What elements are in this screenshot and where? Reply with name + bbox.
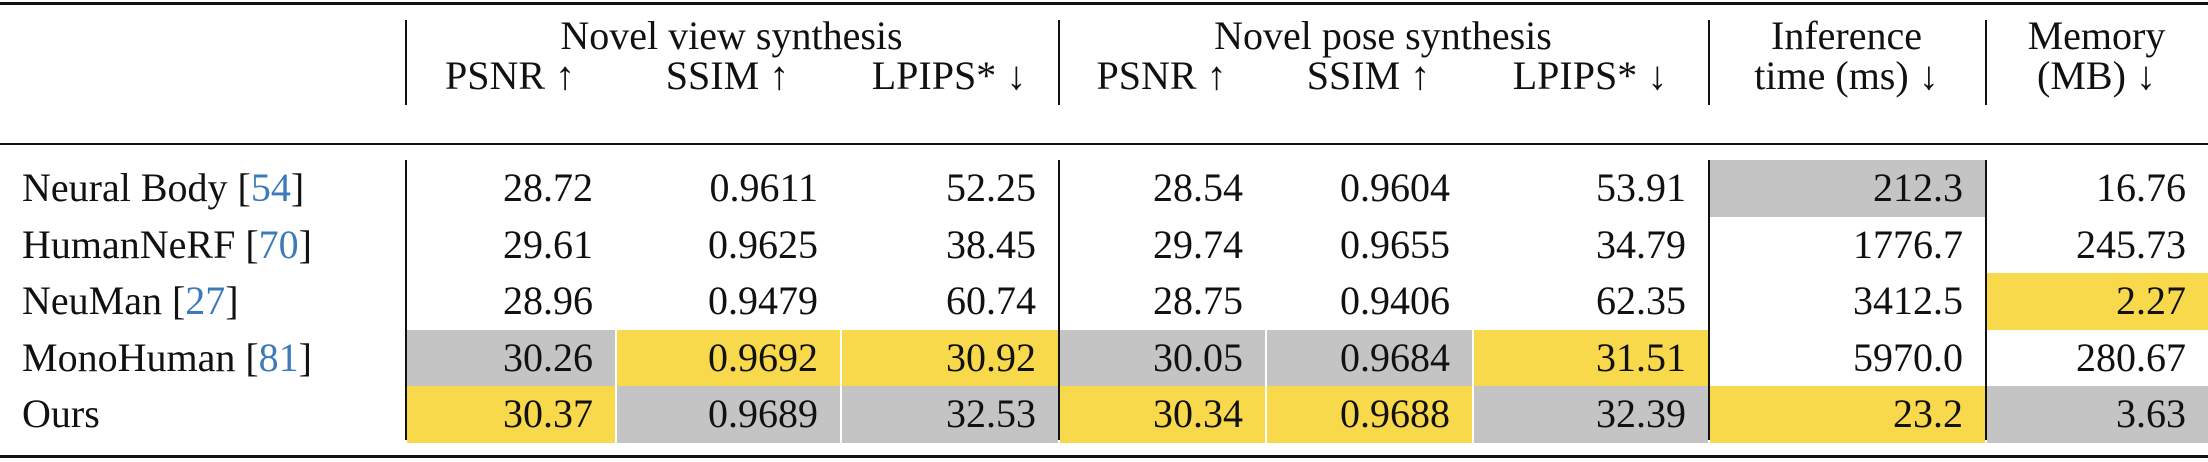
cell-value: 16.76	[2096, 165, 2186, 210]
cell-value: 212.3	[1873, 165, 1963, 210]
cell-value: 0.9479	[708, 278, 818, 323]
cell-value: 31.51	[1596, 334, 1686, 380]
cell-highlight	[1060, 386, 1265, 443]
cell-value: 29.74	[1153, 221, 1243, 267]
cell-value: 30.37	[503, 391, 593, 436]
metric-header: PSNR ↑	[1096, 53, 1227, 98]
column-separator	[1985, 160, 1987, 440]
row-label-text: HumanNeRF [	[22, 221, 259, 267]
cell-value: 28.75	[1153, 278, 1243, 323]
cell-highlight	[617, 329, 840, 386]
cell-value: 28.72	[503, 165, 593, 210]
row-label-text: ]	[225, 278, 239, 323]
top-rule	[0, 2, 2208, 5]
cell-value: 62.35	[1596, 278, 1686, 323]
row-label: Neural Body [54]	[22, 160, 304, 217]
cell-value: 28.54	[1153, 165, 1243, 210]
column-separator	[1058, 20, 1060, 105]
metric-header: LPIPS* ↓	[871, 53, 1027, 98]
mid-rule	[0, 143, 2208, 145]
citation: 54	[250, 165, 291, 210]
cell-value: 30.92	[946, 334, 1036, 380]
cell-value: 30.34	[1153, 391, 1243, 436]
cell-highlight	[1267, 329, 1472, 386]
cell-value: 3412.5	[1853, 278, 1963, 323]
row-label: MonoHuman [81]	[22, 330, 312, 387]
metric-header: LPIPS* ↓	[1512, 53, 1668, 98]
cell-highlight	[407, 329, 615, 386]
cell-value: 34.79	[1596, 221, 1686, 267]
cell-highlight	[1987, 273, 2208, 330]
cell-value: 0.9692	[708, 334, 818, 380]
column-header: (MB) ↓	[2037, 53, 2156, 98]
cell-highlight	[1267, 386, 1472, 443]
metric-header: SSIM ↑	[665, 53, 790, 98]
cell-value: 0.9604	[1340, 165, 1450, 210]
metric-header: PSNR ↑	[444, 53, 576, 98]
cell-highlight	[1474, 386, 1708, 443]
row-label-text: ]	[290, 165, 305, 210]
row-label-text: ]	[298, 221, 312, 267]
cell-value: 245.73	[2076, 221, 2186, 267]
column-header: Memory	[2027, 13, 2166, 58]
cell-highlight	[842, 386, 1058, 443]
cell-value: 32.39	[1596, 391, 1686, 436]
cell-value: 3.63	[2116, 391, 2186, 436]
row-label-text: Ours	[22, 391, 100, 436]
cell-value: 1776.7	[1853, 221, 1963, 267]
cell-value: 52.25	[946, 165, 1036, 210]
column-separator	[1708, 20, 1710, 105]
cell-highlight	[407, 386, 615, 443]
cell-highlight	[1710, 386, 1985, 443]
cell-value: 28.96	[503, 278, 593, 323]
row-label-text: NeuMan [	[22, 278, 186, 323]
cell-highlight	[1060, 329, 1265, 386]
cell-value: 280.67	[2076, 334, 2186, 380]
metric-header: SSIM ↑	[1306, 53, 1431, 98]
row-label: NeuMan [27]	[22, 273, 239, 330]
cell-value: 30.26	[503, 334, 593, 380]
cell-value: 5970.0	[1853, 334, 1963, 380]
column-separator	[1985, 20, 1987, 105]
column-separator	[405, 160, 407, 440]
row-label-text: MonoHuman [	[22, 334, 259, 380]
cell-value: 60.74	[946, 278, 1036, 323]
cell-highlight	[1987, 386, 2208, 443]
cell-value: 0.9688	[1340, 391, 1450, 436]
cell-highlight	[617, 386, 840, 443]
column-separator	[1708, 160, 1710, 440]
column-separator	[405, 20, 407, 105]
cell-value: 23.2	[1893, 391, 1963, 436]
cell-value: 29.61	[503, 221, 593, 267]
column-separator	[1058, 160, 1060, 440]
cell-value: 0.9611	[709, 165, 818, 210]
cell-value: 0.9406	[1340, 278, 1450, 323]
cell-highlight	[842, 329, 1058, 386]
group-header: Novel pose synthesis	[1214, 13, 1552, 58]
column-header: time (ms) ↓	[1754, 53, 1939, 98]
citation: 27	[185, 278, 226, 323]
cell-value: 30.05	[1153, 334, 1243, 380]
cell-value: 0.9689	[708, 391, 818, 436]
citation: 70	[258, 221, 299, 267]
cell-highlight	[1474, 329, 1708, 386]
citation: 81	[258, 334, 299, 380]
column-header: Inference	[1771, 13, 1922, 58]
row-label: Ours	[22, 386, 100, 443]
cell-value: 53.91	[1596, 165, 1686, 210]
cell-value: 32.53	[946, 391, 1036, 436]
row-label: HumanNeRF [70]	[22, 217, 312, 274]
cell-value: 0.9684	[1340, 334, 1450, 380]
row-label-text: Neural Body [	[22, 165, 251, 210]
bottom-rule	[0, 455, 2208, 458]
cell-highlight	[1710, 160, 1985, 217]
cell-value: 2.27	[2116, 278, 2186, 323]
cell-value: 0.9625	[708, 221, 818, 267]
cell-value: 38.45	[946, 221, 1036, 267]
row-label-text: ]	[298, 334, 312, 380]
cell-value: 0.9655	[1340, 221, 1450, 267]
group-header: Novel view synthesis	[560, 13, 903, 58]
